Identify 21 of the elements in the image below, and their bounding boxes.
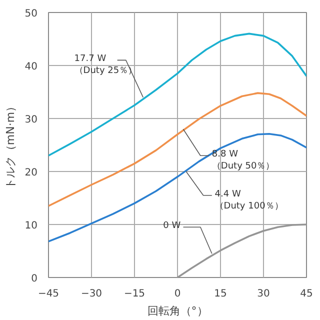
y-tick-label: 30 — [24, 114, 38, 126]
x-tick-label: 45 — [300, 288, 313, 300]
x-tick-label: −45 — [38, 288, 60, 300]
x-axis-title: 回転角（°） — [147, 304, 208, 318]
x-tick-label: −30 — [80, 288, 102, 300]
y-tick-label: 0 — [31, 274, 38, 284]
y-axis-title: トルク（mN·m） — [4, 100, 17, 190]
annotation: 8.8 W （Duty 50％） — [212, 150, 275, 172]
annotation: 17.7 W （Duty 25％） — [74, 54, 138, 76]
annotation: 4.4 W （Duty 100％） — [214, 189, 284, 212]
annotation: 0 W — [163, 221, 181, 232]
line-series — [48, 32, 306, 156]
line-series — [48, 132, 306, 242]
y-tick-label: 40 — [24, 62, 38, 72]
x-tick-label: −15 — [124, 288, 146, 300]
y-tick-label: 20 — [24, 168, 38, 178]
y-tick-label: 50 — [24, 8, 38, 20]
x-tick-label: 30 — [257, 288, 270, 300]
y-tick-label: 10 — [24, 220, 38, 232]
x-tick-label: 15 — [214, 288, 227, 300]
x-tick-label: 0 — [174, 288, 181, 300]
